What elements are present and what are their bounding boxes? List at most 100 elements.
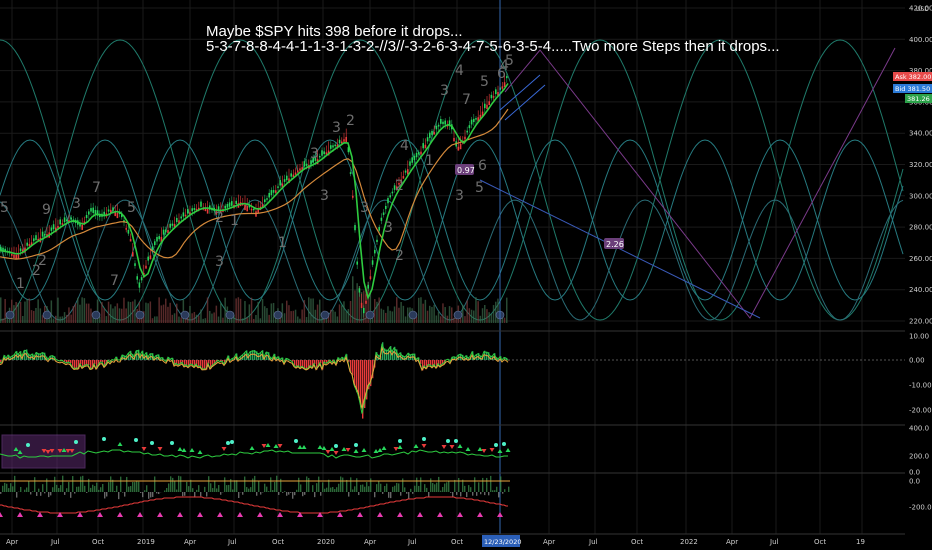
indicator3-bar	[314, 492, 316, 498]
candle-body	[347, 147, 350, 153]
indicator3-bar	[270, 477, 272, 492]
indicator3-bar	[468, 485, 470, 492]
oscillator-bar	[368, 360, 370, 390]
indicator2-marker	[65, 449, 71, 453]
candle-body	[127, 229, 130, 234]
wave-count-label: 3	[72, 196, 81, 212]
candle-body	[367, 284, 369, 289]
candle-body	[426, 137, 429, 142]
candle-body	[486, 104, 488, 110]
volume-bar	[354, 290, 356, 323]
candle-body	[231, 201, 233, 206]
candle-body	[334, 144, 336, 147]
candle-body	[369, 276, 372, 279]
wave-count-label: 7	[462, 92, 471, 108]
volume-bar	[37, 299, 39, 323]
wave-count-label: 4	[455, 63, 464, 79]
oscillator-bar	[352, 360, 354, 376]
indicator3-bar	[464, 485, 466, 492]
indicator2-marker	[265, 443, 271, 447]
indicator3-marker	[277, 512, 283, 517]
oscillator-bar	[176, 360, 178, 364]
candle-body	[11, 254, 13, 256]
volume-bar	[488, 312, 490, 323]
oscillator-bar	[50, 355, 52, 360]
indicator3-bar	[252, 478, 254, 492]
volume-bar	[481, 308, 484, 323]
volume-bar	[129, 302, 132, 323]
candle-body	[389, 195, 391, 198]
indicator3-bar	[460, 492, 462, 497]
indicator3-marker	[157, 512, 163, 517]
volume-bar	[57, 297, 59, 323]
candle-body	[90, 208, 92, 212]
volume-bar	[68, 307, 70, 323]
indicator3-bar	[144, 490, 146, 492]
volume-bar	[149, 301, 152, 323]
indicator2-marker	[197, 450, 203, 454]
volume-bar	[283, 313, 286, 323]
indicator3-bar	[394, 485, 396, 492]
indicator2-marker	[17, 450, 23, 454]
candle-body	[352, 195, 354, 198]
wave-count-label: 5	[505, 53, 514, 69]
indicator3-bar	[124, 492, 126, 497]
candle-body	[107, 209, 110, 212]
indicator3-bar	[326, 487, 328, 492]
indicator3-bar	[100, 487, 102, 492]
indicator2-marker	[157, 447, 163, 451]
volume-bars	[0, 276, 508, 323]
indicator3-bar	[432, 483, 434, 492]
indicator3-tick-label: 0.0	[909, 478, 920, 486]
volume-bar	[61, 316, 64, 323]
time-tick-label: Oct	[272, 538, 284, 546]
volume-bar	[59, 316, 61, 323]
price-tick-label: 400.00	[909, 36, 932, 44]
candle-body	[226, 203, 229, 208]
volume-bar	[134, 299, 136, 323]
indicator3-bar	[420, 477, 422, 492]
volume-bar	[305, 317, 308, 323]
candle-body	[314, 156, 317, 161]
indicator3-marker	[77, 512, 83, 517]
volume-bar	[380, 308, 383, 323]
volume-bar	[365, 286, 367, 323]
ask-flag: Ask 382.00	[895, 73, 931, 81]
indicator2-dot	[102, 437, 106, 441]
oscillator-bar	[160, 358, 162, 360]
indicator3-bar	[52, 487, 54, 492]
volume-bar	[50, 300, 53, 323]
indicator3-bar	[186, 481, 188, 492]
indicator2-marker	[329, 447, 335, 451]
indicator2-marker	[301, 445, 307, 449]
bid-flag-bg	[893, 84, 932, 93]
volume-bar	[433, 304, 435, 323]
volume-bar	[506, 297, 508, 323]
candle-body	[356, 261, 358, 265]
candle-body	[224, 205, 226, 209]
oscillator-tick-label: -20.00	[909, 407, 932, 415]
indicator3-bar	[70, 492, 72, 498]
indicator3-bar	[180, 476, 182, 492]
volume-bar	[314, 309, 317, 323]
candle-body	[466, 130, 468, 133]
candle-body	[468, 125, 471, 129]
candle-body	[497, 92, 499, 96]
candle-body	[228, 202, 231, 207]
candle-body	[407, 169, 409, 175]
indicator3-bar	[60, 485, 62, 492]
indicator3-bar	[472, 492, 474, 496]
volume-bar	[288, 305, 290, 323]
oscillator-bar	[302, 360, 304, 367]
oscillator-bar	[326, 360, 328, 364]
oscillator-bar	[354, 360, 356, 388]
indicator3-bar	[404, 487, 406, 492]
candle-body	[303, 161, 306, 167]
candle-body	[279, 180, 281, 186]
time-tick-label: Jul	[50, 538, 60, 546]
indicator3-bar	[386, 483, 388, 492]
candle-body	[354, 225, 356, 231]
indicator2-dot	[294, 439, 298, 443]
volume-bar	[294, 309, 297, 323]
